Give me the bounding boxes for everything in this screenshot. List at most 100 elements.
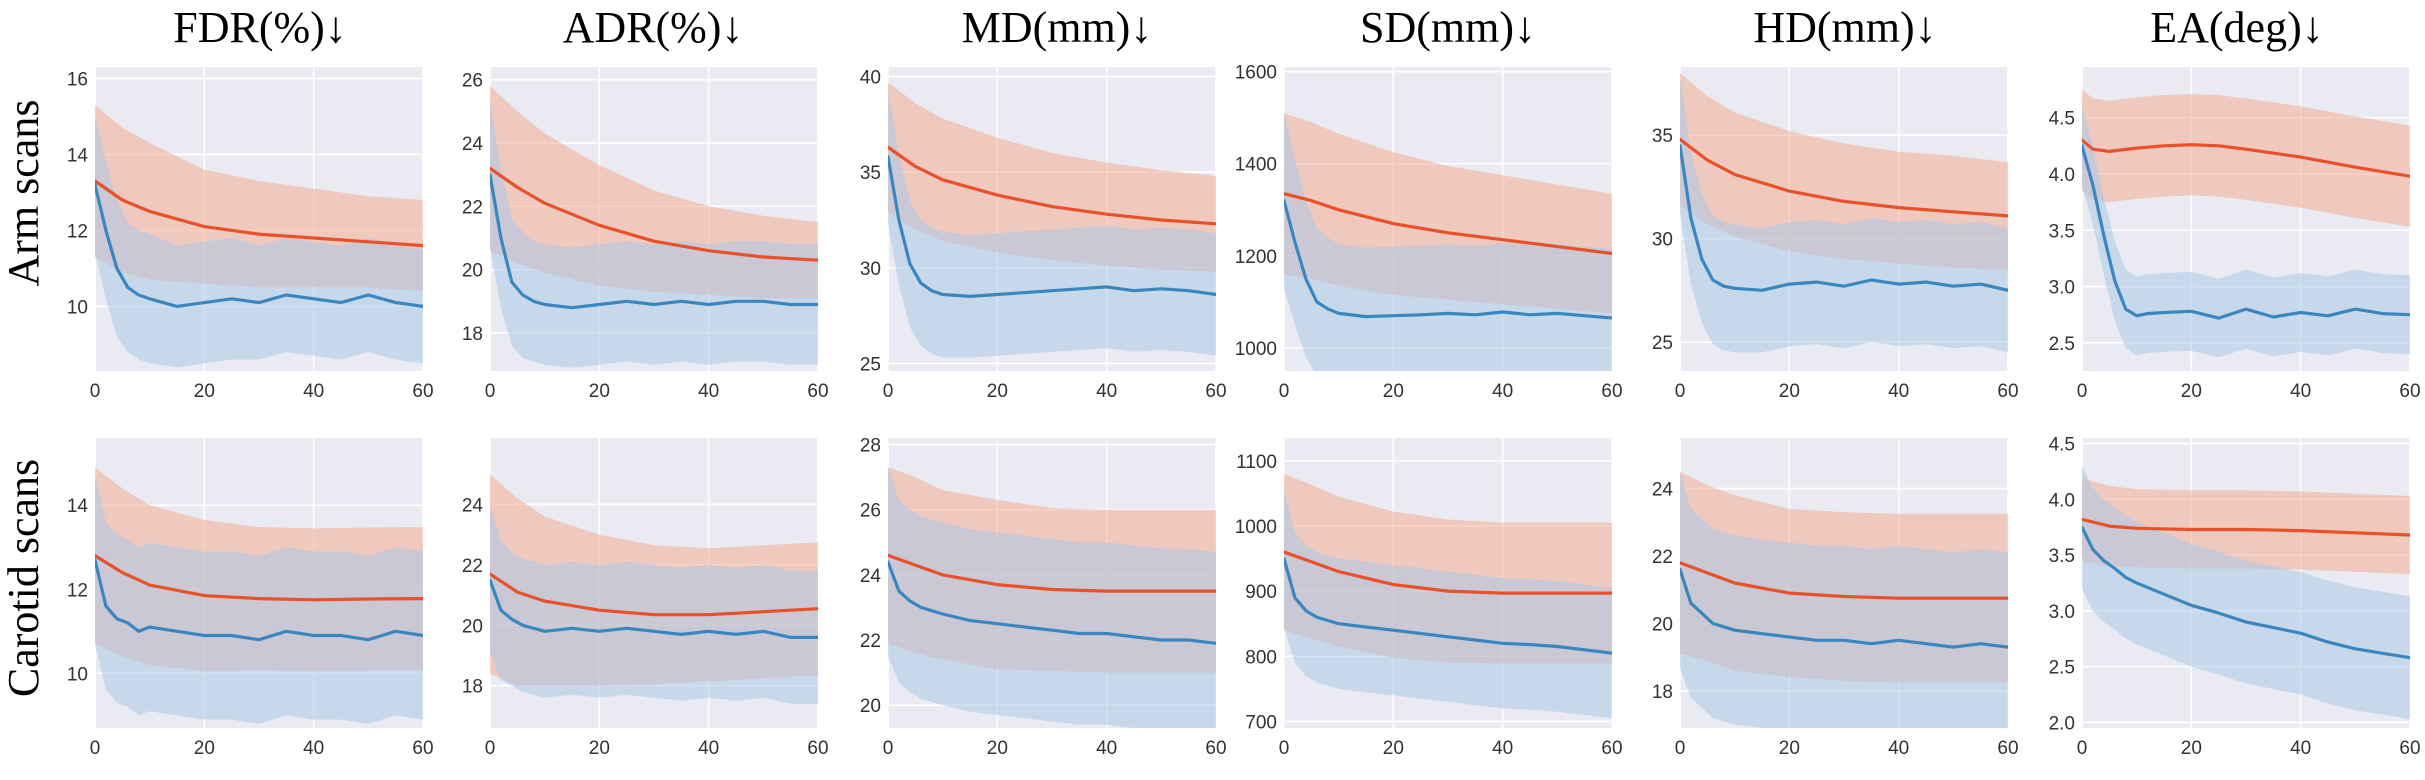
x-tick-label: 0 [90,381,101,402]
y-tick-label: 40 [860,68,881,89]
x-tick-label: 0 [1675,381,1686,402]
y-tick-label: 2.0 [2049,713,2075,734]
panel-carotid-hd: 0 20 40 60 18 20 22 24 [1652,438,2019,759]
blue-confidence-band [888,467,1216,728]
data-layer [1680,73,2008,353]
column-title-sd: SD(mm)↓ [1360,3,1536,52]
y-tick-label: 10 [67,664,88,685]
data-layer [1284,473,1612,719]
panel-arm-sd: 0 20 40 60 1000 1200 1400 1600 [1235,63,1623,402]
y-tick-label: 20 [462,616,483,637]
orange-series-line [1284,192,1612,256]
x-tick-label: 40 [2290,381,2311,402]
column-title-ea: EA(deg)↓ [2150,3,2324,52]
y-tick-label: 900 [1245,582,1277,603]
data-layer [95,467,423,724]
x-tick-label: 60 [1997,381,2018,402]
y-tick-label: 16 [67,69,88,90]
orange-series-line [1284,550,1612,595]
blue-confidence-band [2082,465,2410,720]
x-tick-label: 0 [1279,381,1290,402]
y-tick-label: 20 [462,261,483,282]
data-layer [490,86,818,368]
y-tick-label: 30 [860,259,881,280]
blue-series-line [1284,556,1612,655]
x-tick-label: 60 [807,381,828,402]
y-tick-label: 18 [1652,682,1673,703]
x-tick-label: 0 [883,381,894,402]
y-tick-label: 4.5 [2049,109,2075,130]
x-tick-label: 60 [2399,381,2420,402]
y-tick-label: 22 [860,631,881,652]
orange-series-line [2082,517,2410,537]
y-tick-label: 22 [462,197,483,218]
y-tick-label: 3.0 [2049,278,2075,299]
row-title-carotid: Carotid scans [0,459,48,697]
blue-series-line [1680,144,2008,292]
x-tick-label: 60 [1601,738,1622,759]
panel-carotid-ea: 0 20 40 60 2.0 2.5 3.0 3.5 4.0 4.5 [2049,435,2421,759]
blue-series-line [888,155,1216,298]
blue-confidence-band [1680,471,2008,728]
data-layer [2082,89,2410,358]
x-tick-label: 40 [2290,738,2311,759]
x-tick-label: 20 [987,381,1008,402]
orange-confidence-band [95,105,423,292]
orange-series-line [1680,137,2008,218]
x-tick-label: 20 [194,381,215,402]
x-tick-label: 60 [412,738,433,759]
blue-confidence-band [2082,106,2410,358]
y-tick-label: 2.5 [2049,334,2075,355]
panel-arm-fdr: 0 20 40 60 10 12 14 16 [67,67,434,402]
y-tick-label: 4.0 [2049,490,2075,511]
y-tick-label: 1000 [1235,339,1277,360]
y-tick-label: 14 [67,145,89,166]
x-tick-label: 0 [485,381,496,402]
blue-series-line [1680,567,2008,649]
y-tick-label: 700 [1245,712,1277,733]
y-tick-label: 10 [67,297,88,318]
y-tick-label: 12 [67,580,88,601]
y-tick-label: 22 [462,556,483,577]
data-layer [490,474,818,704]
x-tick-label: 20 [589,381,610,402]
x-tick-label: 20 [1383,738,1404,759]
orange-series-line [490,572,818,617]
y-tick-label: 35 [1652,126,1673,147]
panel-arm-hd: 0 20 40 60 25 30 35 [1652,67,2019,402]
orange-series-line [95,554,423,602]
y-tick-label: 3.0 [2049,602,2075,623]
orange-series-line [888,145,1216,226]
data-layer [1284,113,1612,371]
blue-confidence-band [95,116,423,368]
x-tick-label: 20 [987,738,1008,759]
y-tick-label: 20 [1652,614,1673,635]
blue-series-line [888,560,1216,645]
x-tick-label: 0 [1675,738,1686,759]
panel-arm-ea: 0 20 40 60 2.5 3.0 3.5 4.0 4.5 [2049,67,2421,402]
y-tick-label: 22 [1652,547,1673,568]
panel-arm-adr: 0 20 40 60 18 20 22 24 26 [462,67,829,402]
blue-confidence-band [1284,490,1612,719]
y-tick-label: 24 [462,134,484,155]
blue-series-line [490,173,818,310]
orange-series-line [95,179,423,248]
y-tick-label: 24 [1652,480,1674,501]
y-tick-label: 35 [860,163,881,184]
data-layer [888,82,1216,358]
y-tick-label: 26 [462,71,483,92]
x-tick-label: 20 [194,738,215,759]
x-tick-label: 40 [698,738,719,759]
x-tick-label: 40 [1096,738,1117,759]
y-tick-label: 1100 [1236,452,1277,473]
x-tick-label: 60 [412,381,433,402]
blue-series-line [1284,199,1612,320]
y-tick-label: 12 [67,221,88,242]
blue-confidence-band [1284,113,1612,371]
x-tick-label: 0 [2077,381,2088,402]
x-tick-label: 20 [1779,381,1800,402]
x-tick-label: 40 [698,381,719,402]
x-tick-label: 60 [2399,738,2420,759]
